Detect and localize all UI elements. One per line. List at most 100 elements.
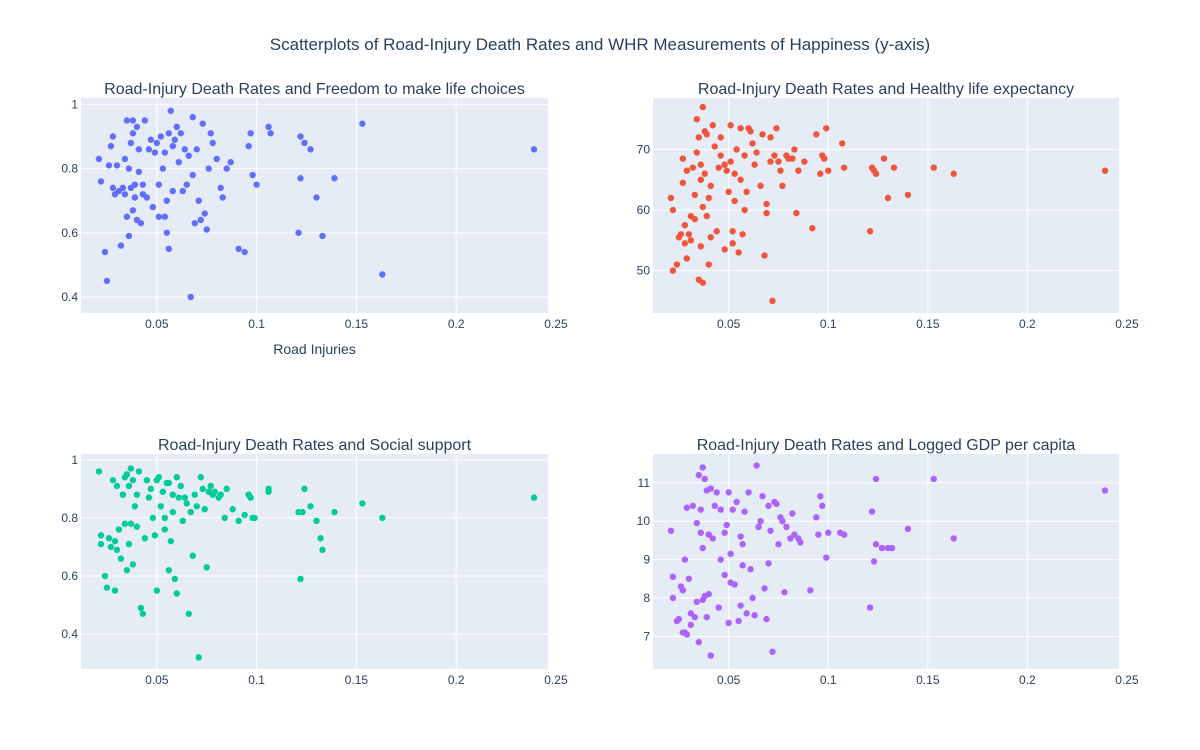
- data-point[interactable]: [685, 231, 693, 238]
- data-point[interactable]: [679, 587, 687, 594]
- data-point[interactable]: [691, 215, 699, 223]
- data-point[interactable]: [815, 531, 822, 538]
- data-point[interactable]: [741, 206, 748, 214]
- data-point[interactable]: [97, 532, 105, 539]
- data-point[interactable]: [157, 133, 165, 140]
- data-point[interactable]: [185, 152, 192, 159]
- data-point[interactable]: [783, 523, 790, 531]
- data-point[interactable]: [737, 602, 744, 609]
- data-point[interactable]: [107, 543, 115, 551]
- data-point[interactable]: [713, 228, 720, 235]
- data-point[interactable]: [193, 503, 200, 510]
- data-point[interactable]: [267, 130, 274, 137]
- data-point[interactable]: [183, 500, 190, 507]
- data-point[interactable]: [697, 529, 704, 536]
- data-point[interactable]: [359, 120, 366, 127]
- data-point[interactable]: [878, 544, 886, 552]
- data-point[interactable]: [779, 517, 786, 525]
- data-point[interactable]: [697, 176, 704, 183]
- data-point[interactable]: [103, 277, 111, 285]
- data-point[interactable]: [695, 134, 703, 141]
- data-point[interactable]: [137, 604, 145, 612]
- data-point[interactable]: [313, 517, 320, 525]
- data-point[interactable]: [319, 546, 326, 554]
- data-point[interactable]: [872, 170, 880, 177]
- data-point[interactable]: [779, 182, 786, 190]
- data-point[interactable]: [175, 494, 182, 501]
- data-point[interactable]: [880, 155, 888, 162]
- data-point[interactable]: [721, 246, 728, 253]
- data-point[interactable]: [693, 149, 701, 156]
- data-point[interactable]: [129, 561, 137, 568]
- data-point[interactable]: [840, 164, 848, 171]
- data-point[interactable]: [685, 575, 693, 582]
- data-point[interactable]: [313, 194, 320, 201]
- data-point[interactable]: [187, 293, 194, 301]
- data-point[interactable]: [195, 654, 202, 661]
- data-point[interactable]: [693, 519, 701, 527]
- data-point[interactable]: [840, 531, 848, 538]
- data-point[interactable]: [249, 171, 256, 179]
- data-point[interactable]: [129, 207, 137, 214]
- data-point[interactable]: [741, 152, 748, 159]
- data-point[interactable]: [185, 610, 192, 617]
- data-point[interactable]: [821, 155, 828, 162]
- data-point[interactable]: [127, 465, 135, 472]
- data-point[interactable]: [95, 155, 103, 163]
- data-point[interactable]: [681, 221, 689, 229]
- data-point[interactable]: [213, 155, 220, 163]
- data-point[interactable]: [721, 161, 728, 168]
- data-point[interactable]: [679, 155, 687, 162]
- data-point[interactable]: [884, 194, 892, 202]
- data-point[interactable]: [705, 531, 712, 538]
- data-point[interactable]: [705, 590, 712, 598]
- data-point[interactable]: [205, 165, 212, 172]
- data-point[interactable]: [161, 213, 169, 220]
- data-point[interactable]: [153, 587, 161, 594]
- data-point[interactable]: [763, 615, 770, 623]
- data-point[interactable]: [767, 527, 774, 534]
- data-point[interactable]: [707, 234, 714, 241]
- data-point[interactable]: [211, 488, 218, 495]
- data-point[interactable]: [301, 485, 308, 493]
- data-point[interactable]: [813, 131, 820, 138]
- data-point[interactable]: [169, 142, 177, 150]
- data-point[interactable]: [235, 245, 242, 253]
- data-point[interactable]: [530, 146, 538, 153]
- data-point[interactable]: [687, 621, 695, 629]
- data-point[interactable]: [727, 122, 734, 129]
- data-point[interactable]: [675, 615, 683, 623]
- data-point[interactable]: [307, 503, 314, 510]
- data-point[interactable]: [838, 140, 846, 147]
- data-point[interactable]: [775, 158, 782, 165]
- data-point[interactable]: [743, 610, 750, 617]
- data-point[interactable]: [683, 167, 691, 174]
- data-point[interactable]: [125, 540, 133, 548]
- data-point[interactable]: [699, 203, 706, 211]
- data-point[interactable]: [265, 488, 272, 495]
- data-point[interactable]: [801, 158, 808, 165]
- data-point[interactable]: [950, 535, 957, 542]
- data-point[interactable]: [165, 479, 173, 487]
- data-point[interactable]: [693, 115, 701, 123]
- data-point[interactable]: [765, 560, 772, 567]
- data-point[interactable]: [147, 136, 155, 143]
- data-point[interactable]: [129, 117, 137, 124]
- data-point[interactable]: [165, 245, 173, 253]
- data-point[interactable]: [689, 502, 697, 510]
- data-point[interactable]: [725, 619, 732, 627]
- data-point[interactable]: [299, 508, 306, 516]
- data-point[interactable]: [773, 125, 780, 132]
- data-point[interactable]: [735, 249, 742, 256]
- data-point[interactable]: [823, 554, 830, 561]
- data-point[interactable]: [223, 485, 230, 493]
- data-point[interactable]: [141, 117, 149, 124]
- data-point[interactable]: [187, 508, 194, 516]
- data-point[interactable]: [769, 297, 776, 305]
- data-point[interactable]: [133, 123, 141, 131]
- data-point[interactable]: [669, 206, 677, 214]
- data-point[interactable]: [165, 567, 173, 574]
- data-point[interactable]: [133, 491, 141, 498]
- data-point[interactable]: [767, 158, 774, 165]
- data-point[interactable]: [793, 209, 800, 217]
